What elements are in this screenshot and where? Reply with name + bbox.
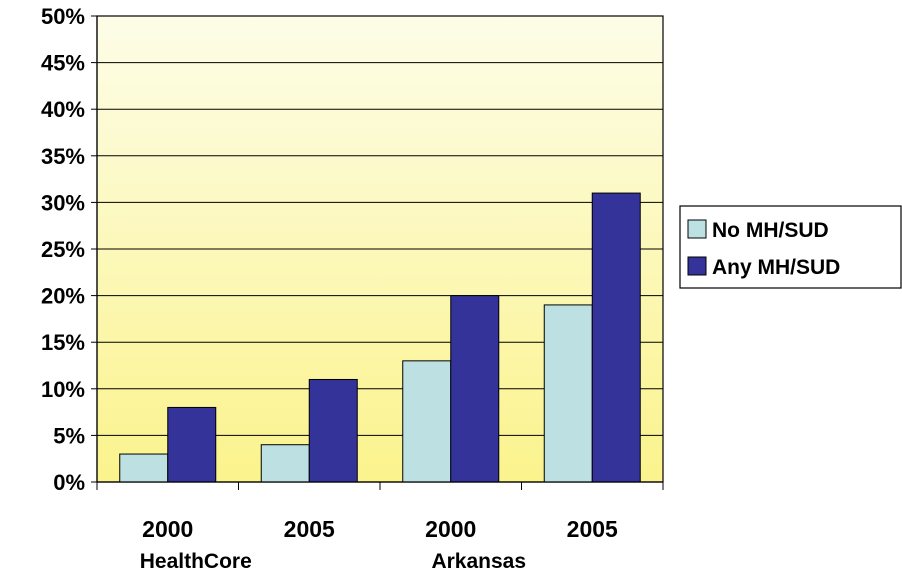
legend [679, 205, 902, 289]
y-tick-label: 45% [41, 51, 85, 76]
y-tick-label: 50% [41, 4, 85, 29]
y-tick-label: 35% [41, 144, 85, 169]
y-tick-label: 10% [41, 377, 85, 402]
y-tick-label: 20% [41, 284, 85, 309]
legend-swatch [687, 219, 707, 239]
x-category-label: 2000 [425, 516, 476, 542]
bar [450, 295, 500, 483]
bar [308, 378, 358, 483]
y-tick-label: 25% [41, 237, 85, 262]
x-group-label: HealthCore [140, 550, 252, 573]
x-group-label: Arkansas [431, 550, 526, 573]
bar [591, 192, 641, 483]
legend-swatch [687, 256, 707, 276]
bar [543, 304, 593, 483]
x-category-label: 2005 [567, 516, 618, 542]
bar [167, 406, 217, 483]
legend-label: Any MH/SUD [712, 256, 840, 279]
bar [260, 444, 310, 483]
bar [402, 360, 452, 483]
y-tick-label: 30% [41, 190, 85, 215]
bar [119, 453, 169, 483]
y-tick-label: 0% [53, 470, 85, 495]
x-category-label: 2005 [284, 516, 335, 542]
y-tick-label: 5% [53, 423, 85, 448]
y-tick-label: 15% [41, 330, 85, 355]
y-tick-label: 40% [41, 97, 85, 122]
legend-label: No MH/SUD [712, 219, 829, 242]
x-category-label: 2000 [142, 516, 193, 542]
